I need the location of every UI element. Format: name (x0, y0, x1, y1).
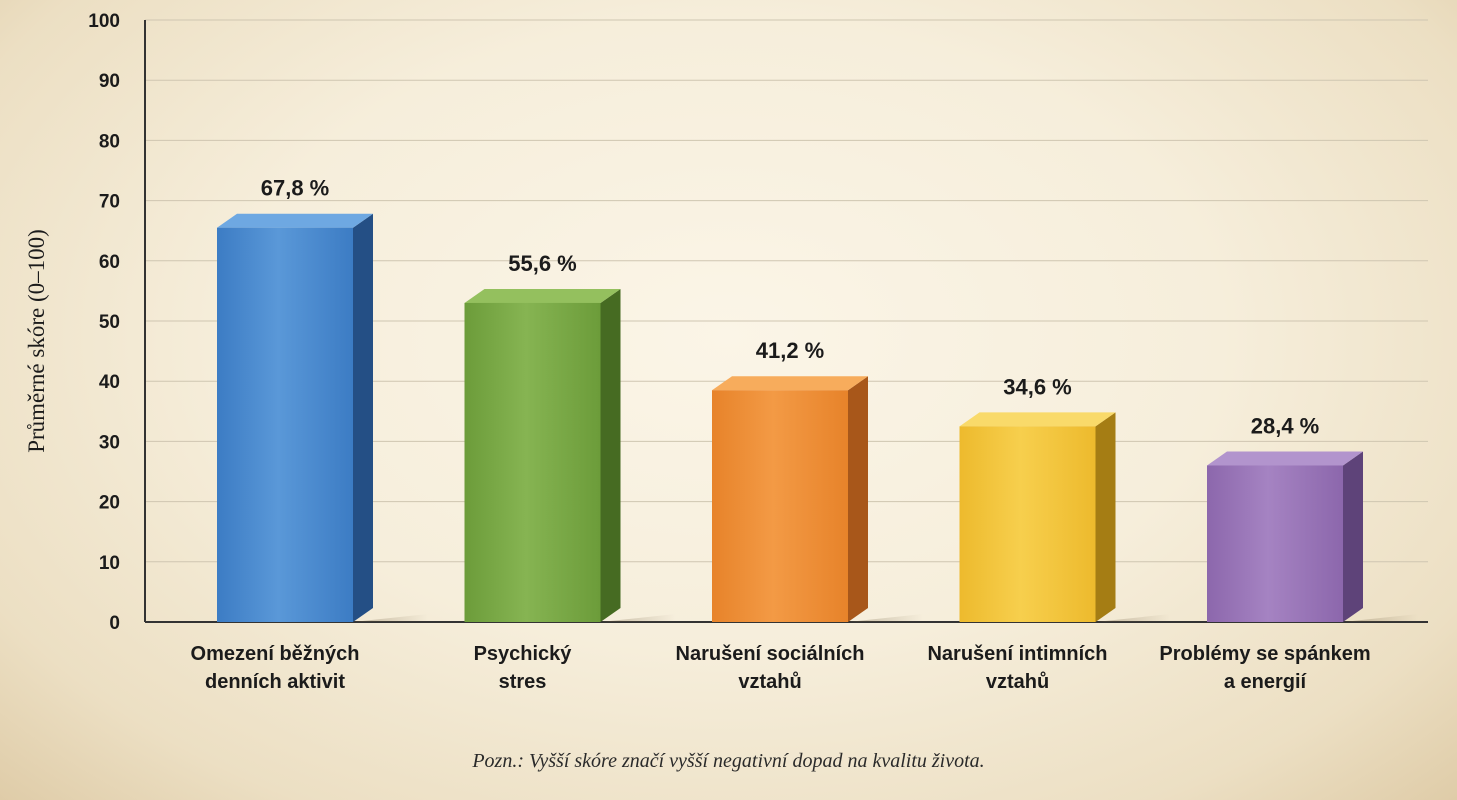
bar-shadow (848, 614, 923, 622)
bar-side (1095, 412, 1116, 622)
bar-value-label: 28,4 % (1251, 413, 1320, 438)
y-tick-label: 0 (109, 613, 120, 634)
bar (1207, 465, 1343, 622)
bar-value-label: 41,2 % (756, 338, 825, 363)
chart-note: Pozn.: Vyšší skóre značí vyšší negativní… (472, 750, 985, 772)
y-tick-label: 40 (99, 372, 120, 393)
y-tick-label: 90 (99, 71, 120, 92)
y-tick-label: 100 (88, 11, 120, 32)
y-tick-label: 70 (99, 192, 120, 213)
y-tick-label: 60 (99, 252, 120, 273)
bar-top (1207, 451, 1363, 466)
x-category-label: Psychický (474, 643, 573, 665)
y-tick-label: 20 (99, 493, 120, 514)
x-category-label: Narušení sociálních (676, 643, 865, 665)
bar (217, 227, 353, 622)
x-category-label: Omezení běžných (191, 643, 360, 665)
x-category-label: vztahů (986, 671, 1049, 693)
x-category-label: Narušení intimních (927, 643, 1107, 665)
bar-side (848, 376, 868, 622)
bar-value-label: 34,6 % (1003, 374, 1072, 399)
x-category-label: a energií (1224, 671, 1308, 693)
bar-shadow (600, 614, 676, 622)
bar-shadow (1095, 614, 1171, 622)
bar-top (464, 288, 621, 303)
x-category-label: vztahů (738, 671, 801, 693)
bar-side (353, 213, 373, 622)
bar-shadow (1343, 614, 1418, 622)
bar-side (1343, 451, 1363, 622)
y-tick-label: 50 (99, 312, 120, 333)
y-tick-label: 30 (99, 432, 120, 453)
y-tick-label: 80 (99, 131, 120, 152)
x-category-label: denních aktivit (205, 671, 345, 693)
bar (464, 302, 601, 622)
bar-value-label: 67,8 % (261, 176, 330, 201)
bar (712, 390, 848, 622)
bar-side (600, 288, 621, 622)
x-category-label: stres (499, 671, 547, 693)
bar-top (959, 412, 1116, 427)
bar-shadow (353, 614, 428, 622)
bar-top (217, 213, 373, 228)
x-category-label: Problémy se spánkem (1159, 643, 1370, 665)
y-tick-label: 10 (99, 553, 120, 574)
bar-chart: 0 10 20 30 40 50 60 70 80 90 100 Průměrné skóre (0–… (24, 11, 1428, 693)
bar-top (712, 376, 868, 391)
bar (959, 426, 1096, 622)
bar-value-label: 55,6 % (508, 251, 577, 276)
y-axis-title: Průměrné skóre (0–100) (24, 229, 49, 453)
